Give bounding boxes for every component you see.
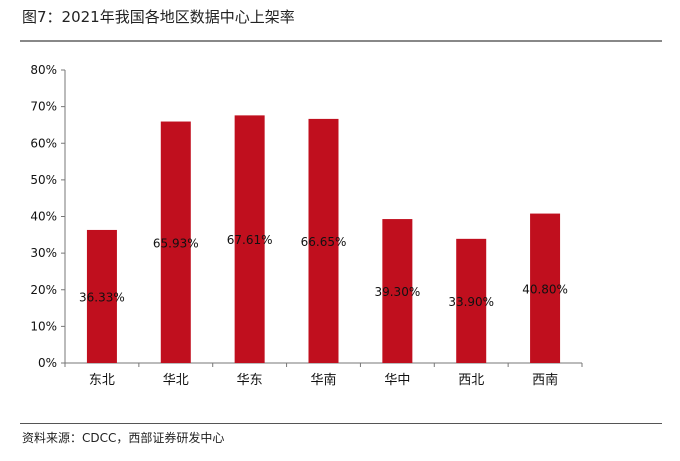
footer-divider (20, 423, 662, 424)
y-tick-label: 50% (30, 173, 57, 187)
x-tick-label: 华中 (384, 373, 410, 388)
y-tick-label: 10% (30, 319, 57, 333)
y-tick-label: 40% (30, 210, 57, 224)
data-label: 33.90% (448, 295, 494, 309)
data-label: 67.61% (227, 233, 273, 247)
y-tick-label: 60% (30, 136, 57, 150)
x-tick-label: 华北 (163, 373, 189, 388)
y-tick-label: 20% (30, 283, 57, 297)
y-tick-label: 0% (38, 356, 57, 370)
bar (86, 229, 117, 363)
bar (234, 115, 265, 363)
data-label: 66.65% (301, 235, 347, 249)
y-tick-label: 80% (30, 63, 57, 77)
x-tick-label: 西南 (532, 372, 558, 388)
chart-title: 图7：2021年我国各地区数据中心上架率 (22, 8, 295, 26)
y-tick-label: 70% (30, 100, 57, 114)
bar (382, 219, 413, 363)
y-tick-label: 30% (30, 246, 57, 260)
data-label: 40.80% (522, 282, 568, 296)
bar (308, 118, 339, 363)
bar (456, 238, 487, 363)
data-label: 36.33% (79, 290, 125, 304)
x-tick-label: 华南 (310, 372, 336, 388)
bar (160, 121, 191, 363)
x-tick-label: 西北 (458, 373, 484, 388)
x-tick-label: 东北 (89, 373, 115, 388)
title-divider (20, 40, 662, 42)
data-label: 65.93% (153, 236, 199, 250)
bar (530, 213, 561, 363)
source-note: 资料来源：CDCC，西部证券研发中心 (22, 431, 225, 445)
data-label: 39.30% (374, 285, 420, 299)
x-tick-label: 华东 (237, 373, 263, 388)
